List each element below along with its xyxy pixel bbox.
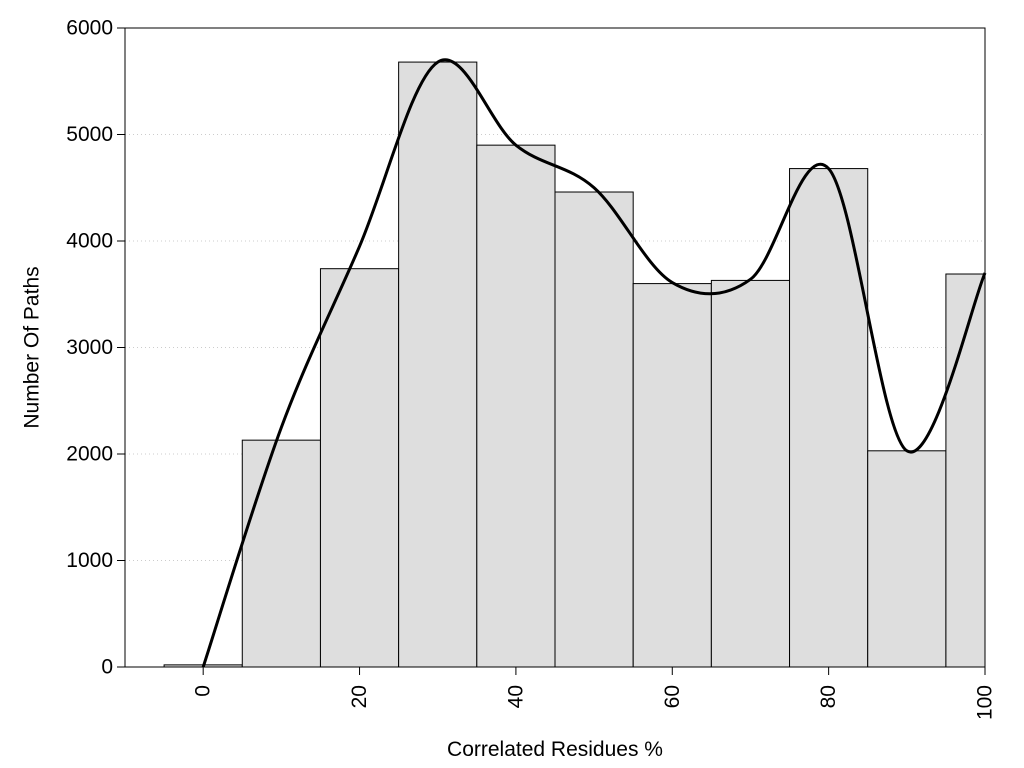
x-tick-label-1: 20 bbox=[348, 685, 371, 708]
bar-4 bbox=[476, 144, 556, 668]
y-tick-label-3: 3000 bbox=[66, 336, 113, 359]
y-tick-label-4: 4000 bbox=[66, 230, 113, 253]
x-tick-label-0: 0 bbox=[192, 685, 215, 697]
x-tick-label-3: 60 bbox=[661, 685, 684, 708]
y-axis-ticks: 0 1000 2000 3000 4000 5000 6000 bbox=[66, 17, 125, 679]
y-axis-title: Number Of Paths bbox=[21, 266, 44, 428]
bar-8 bbox=[789, 168, 869, 668]
bar-3 bbox=[398, 61, 478, 668]
bar-7 bbox=[710, 279, 791, 668]
bar-9 bbox=[867, 450, 947, 668]
x-axis-ticks: 0 20 40 60 80 100 bbox=[192, 667, 997, 720]
x-tick-label-5: 100 bbox=[974, 685, 997, 720]
smoothed-curve bbox=[201, 58, 987, 668]
x-axis-title: Correlated Residues % bbox=[447, 738, 663, 761]
bar-6 bbox=[632, 283, 712, 668]
y-tick-label-5: 5000 bbox=[66, 123, 113, 146]
x-tick-label-4: 80 bbox=[817, 685, 840, 708]
y-tick-label-0: 0 bbox=[101, 656, 113, 679]
y-tick-label-1: 1000 bbox=[66, 549, 113, 572]
y-tick-label-6: 6000 bbox=[66, 17, 113, 40]
x-tick-label-2: 40 bbox=[504, 685, 527, 708]
y-tick-label-2: 2000 bbox=[66, 443, 113, 466]
bar-5 bbox=[554, 191, 634, 668]
histogram-bars bbox=[163, 61, 986, 668]
bar-10 bbox=[945, 273, 986, 668]
bar-1 bbox=[241, 439, 321, 668]
bar-2 bbox=[319, 268, 400, 668]
